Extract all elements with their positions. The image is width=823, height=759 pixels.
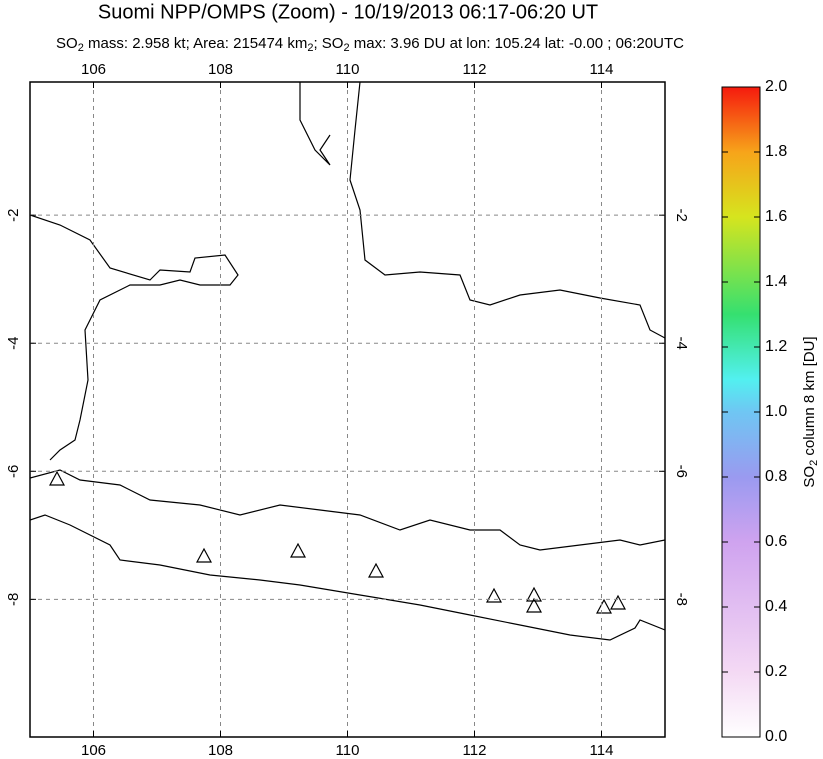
x-tick-label: 108	[208, 61, 233, 78]
coastline	[349, 82, 665, 339]
map-area	[30, 82, 665, 737]
x-tick-label: 114	[590, 61, 614, 78]
x-tick-label: 112	[463, 61, 487, 78]
y-tick-label: -2	[673, 209, 690, 222]
text-part: ; SO	[313, 35, 343, 52]
y-tick-label: -2	[5, 209, 22, 222]
text-part: SO	[801, 466, 818, 488]
colorbar-tick-label: 0.8	[765, 468, 787, 485]
subscript: 2	[343, 42, 349, 54]
colorbar-tick-label: 1.8	[765, 143, 787, 160]
y-tick-label: -8	[5, 593, 22, 606]
y-tick-label: -4	[673, 337, 690, 350]
colorbar-tick-label: 0.2	[765, 663, 787, 680]
colorbar-tick-label: 1.2	[765, 338, 787, 355]
text-part: max: 3.96 DU at lon: 105.24 lat: -0.00 ;…	[350, 35, 685, 52]
x-tick-label: 112	[463, 742, 487, 759]
subscript: 2	[307, 42, 313, 54]
colorbar-label: SO2 column 8 km [DU]	[801, 336, 820, 487]
colorbar-tick-label: 1.4	[765, 273, 787, 290]
x-tick-label: 110	[336, 61, 360, 78]
title: Suomi NPP/OMPS (Zoom) - 10/19/2013 06:17…	[98, 1, 598, 23]
x-tick-label: 110	[336, 742, 360, 759]
subscript: 2	[808, 460, 820, 466]
coastline	[30, 469, 665, 551]
colorbar-tick-label: 2.0	[765, 78, 787, 95]
colorbar-tick-label: 0.6	[765, 533, 787, 550]
y-tick-label: -4	[5, 337, 22, 350]
colorbar-tick-label: 1.0	[765, 403, 787, 420]
x-tick-label: 106	[81, 742, 106, 759]
x-tick-label: 106	[81, 61, 106, 78]
subscript: 2	[78, 42, 84, 54]
y-tick-label: -6	[5, 465, 22, 478]
text-part: SO	[56, 35, 78, 52]
colorbar-tick-label: 1.6	[765, 208, 787, 225]
colorbar-tick-label: 0.0	[765, 728, 787, 745]
coastline	[30, 214, 239, 461]
x-tick-label: 114	[590, 742, 614, 759]
y-tick-label: -6	[673, 465, 690, 478]
coastline	[30, 514, 665, 641]
volcano	[48, 470, 627, 614]
subtitle: SO2 mass: 2.958 kt; Area: 215474 km2; SO…	[56, 35, 684, 54]
colorbar	[721, 86, 761, 738]
x-tick-label: 108	[208, 742, 233, 759]
text-part: mass: 2.958 kt; Area: 215474 km	[84, 35, 307, 52]
y-tick-label: -8	[673, 593, 690, 606]
coastline	[299, 82, 331, 166]
text-part: column 8 km [DU]	[801, 336, 818, 459]
colorbar-tick-label: 0.4	[765, 598, 787, 615]
